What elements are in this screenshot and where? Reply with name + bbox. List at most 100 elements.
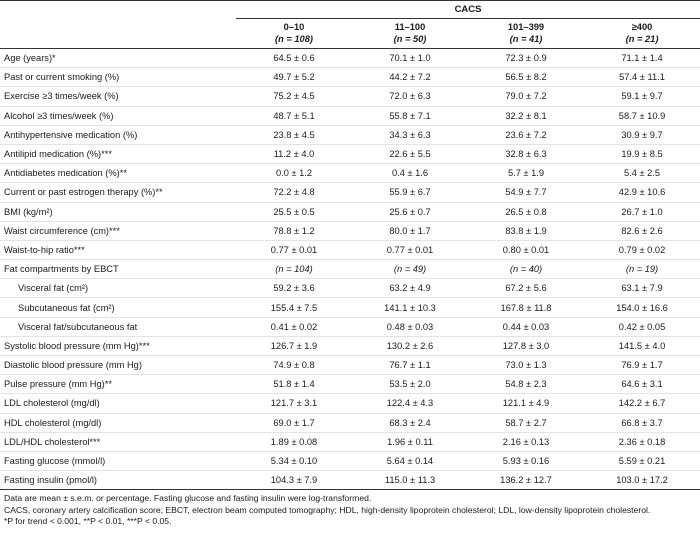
cell-value: 54.9 ± 7.7 — [468, 182, 584, 203]
column-range: 0–10 — [283, 22, 305, 32]
cell-value: 72.2 ± 4.8 — [236, 182, 352, 203]
row-label: Subcutaneous fat (cm²) — [0, 297, 236, 318]
cell-value: 53.5 ± 2.0 — [352, 374, 468, 395]
cell-value: 68.3 ± 2.4 — [352, 413, 468, 433]
cell-value: 49.7 ± 5.2 — [236, 67, 352, 88]
cell-value: 80.0 ± 1.7 — [352, 221, 468, 241]
table-row: Waist-to-hip ratio*** 0.77 ± 0.01 0.77 ± 0… — [0, 240, 700, 261]
table-row: Current or past estrogen therapy (%)** 72… — [0, 182, 700, 203]
cell-value: 126.7 ± 1.9 — [236, 336, 352, 357]
cell-value: 59.2 ± 3.6 — [236, 278, 352, 299]
cell-value: 0.44 ± 0.03 — [468, 317, 584, 337]
row-label: Waist-to-hip ratio*** — [0, 240, 236, 261]
cell-value: 11.2 ± 4.0 — [236, 144, 352, 165]
cell-value: 141.1 ± 10.3 — [352, 297, 468, 318]
cell-value: 78.8 ± 1.2 — [236, 221, 352, 241]
column-header: 101–399 (n = 41) — [468, 18, 584, 49]
header-label-blank — [0, 18, 236, 49]
cell-value: 0.42 ± 0.05 — [584, 317, 700, 337]
cell-value: 79.0 ± 7.2 — [468, 86, 584, 107]
header-blank — [0, 0, 236, 19]
row-label: LDL cholesterol (mg/dl) — [0, 393, 236, 414]
row-label: BMI (kg/m²) — [0, 202, 236, 222]
cell-value: 122.4 ± 4.3 — [352, 393, 468, 414]
table-row: Alcohol ≥3 times/week (%) 48.7 ± 5.1 55.8 … — [0, 106, 700, 126]
cell-value: 64.5 ± 0.6 — [236, 48, 352, 69]
column-range: ≥400 — [631, 22, 653, 32]
cell-value: 0.41 ± 0.02 — [236, 317, 352, 337]
cell-value: 64.6 ± 3.1 — [584, 374, 700, 395]
row-label: LDL/HDL cholesterol*** — [0, 432, 236, 452]
cell-value: 48.7 ± 5.1 — [236, 106, 352, 126]
cell-value: 56.5 ± 8.2 — [468, 67, 584, 88]
table-row: Pulse pressure (mm Hg)** 51.8 ± 1.4 53.5 ±… — [0, 374, 700, 395]
cell-value: 136.2 ± 12.7 — [468, 470, 584, 491]
table-row: Diastolic blood pressure (mm Hg) 74.9 ± 0… — [0, 355, 700, 376]
table-row: Fat compartments by EBCT (n = 104) (n = 49… — [0, 259, 700, 280]
row-label: Age (years)* — [0, 48, 236, 69]
cell-value: (n = 40) — [468, 259, 584, 280]
cell-value: 141.5 ± 4.0 — [584, 336, 700, 357]
cell-value: 121.1 ± 4.9 — [468, 393, 584, 414]
cell-value: 70.1 ± 1.0 — [352, 48, 468, 69]
cell-value: 58.7 ± 10.9 — [584, 106, 700, 126]
cell-value: 1.96 ± 0.11 — [352, 432, 468, 452]
table-row: LDL cholesterol (mg/dl) 121.7 ± 3.1 122.4 … — [0, 393, 700, 414]
cell-value: 5.64 ± 0.14 — [352, 451, 468, 472]
cell-value: 0.77 ± 0.01 — [236, 240, 352, 261]
table-row: Antihypertensive medication (%) 23.8 ± 4.… — [0, 125, 700, 145]
cell-value: 1.89 ± 0.08 — [236, 432, 352, 452]
cell-value: 73.0 ± 1.3 — [468, 355, 584, 376]
cell-value: 55.8 ± 7.1 — [352, 106, 468, 126]
footnote-abbreviations: CACS, coronary artery calcification scor… — [4, 504, 651, 515]
cell-value: 25.6 ± 0.7 — [352, 202, 468, 222]
column-header: 11–100 (n = 50) — [352, 18, 468, 49]
cell-value: 55.9 ± 6.7 — [352, 182, 468, 203]
row-label: Fasting glucose (mmol/l) — [0, 451, 236, 472]
cell-value: 51.8 ± 1.4 — [236, 374, 352, 395]
row-label: Pulse pressure (mm Hg)** — [0, 374, 236, 395]
row-label: Fat compartments by EBCT — [0, 259, 236, 280]
row-label: Past or current smoking (%) — [0, 67, 236, 88]
cell-value: 0.77 ± 0.01 — [352, 240, 468, 261]
cell-value: 67.2 ± 5.6 — [468, 278, 584, 299]
cell-value: 76.7 ± 1.1 — [352, 355, 468, 376]
cell-value: 23.8 ± 4.5 — [236, 125, 352, 145]
cell-value: 44.2 ± 7.2 — [352, 67, 468, 88]
row-label: Antidiabetes medication (%)** — [0, 163, 236, 184]
row-label: Fasting insulin (pmol/l) — [0, 470, 236, 491]
column-n: (n = 21) — [625, 34, 659, 44]
cell-value: 42.9 ± 10.6 — [584, 182, 700, 203]
cell-value: 5.7 ± 1.9 — [468, 163, 584, 184]
cell-value: 32.2 ± 8.1 — [468, 106, 584, 126]
cell-value: 54.8 ± 2.3 — [468, 374, 584, 395]
row-label: Waist circumference (cm)*** — [0, 221, 236, 241]
cell-value: 74.9 ± 0.8 — [236, 355, 352, 376]
column-n: (n = 50) — [393, 34, 427, 44]
cell-value: 32.8 ± 6.3 — [468, 144, 584, 165]
column-header: ≥400 (n = 21) — [584, 18, 700, 49]
cell-value: 71.1 ± 1.4 — [584, 48, 700, 69]
data-table: CACS 0–10 (n = 108) 11–100 (n = 50) 101–… — [0, 0, 700, 491]
table-row: Fasting insulin (pmol/l) 104.3 ± 7.9 115.0… — [0, 470, 700, 491]
cell-value: 59.1 ± 9.7 — [584, 86, 700, 107]
cell-value: 5.34 ± 0.10 — [236, 451, 352, 472]
cell-value: 22.6 ± 5.5 — [352, 144, 468, 165]
column-header: 0–10 (n = 108) — [236, 18, 352, 49]
table-row: Systolic blood pressure (mm Hg)*** 126.7 … — [0, 336, 700, 357]
cell-value: 154.0 ± 16.6 — [584, 297, 700, 318]
cell-value: 0.48 ± 0.03 — [352, 317, 468, 337]
cell-value: 167.8 ± 11.8 — [468, 297, 584, 318]
cell-value: 26.7 ± 1.0 — [584, 202, 700, 222]
table-header: CACS 0–10 (n = 108) 11–100 (n = 50) 101–… — [0, 0, 700, 49]
footnote-data: Data are mean ± s.e.m. or percentage. Fa… — [4, 493, 372, 504]
cell-value: 0.0 ± 1.2 — [236, 163, 352, 184]
cell-value: 57.4 ± 11.1 — [584, 67, 700, 88]
cell-value: 19.9 ± 8.5 — [584, 144, 700, 165]
cell-value: 5.4 ± 2.5 — [584, 163, 700, 184]
cell-value: 23.6 ± 7.2 — [468, 125, 584, 145]
cell-value: (n = 49) — [352, 259, 468, 280]
cell-value: 69.0 ± 1.7 — [236, 413, 352, 433]
cell-value: 63.1 ± 7.9 — [584, 278, 700, 299]
